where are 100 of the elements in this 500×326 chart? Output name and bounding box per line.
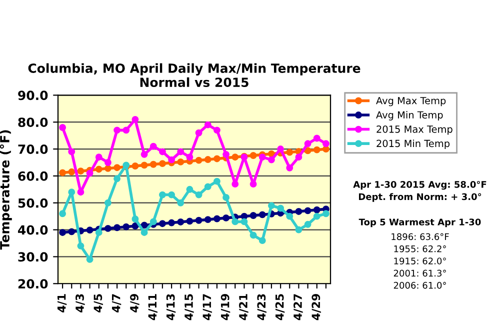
text: Apr 1-30 2015 Avg: 58.0°F Dept. from Norm: + 3.0° <box>353 180 486 202</box>
point <box>286 148 294 156</box>
point <box>158 191 166 198</box>
x-tick-label: 4/19 <box>220 294 230 320</box>
legend-label: Avg Max Temp <box>376 97 446 106</box>
point <box>195 191 202 198</box>
point <box>122 223 130 230</box>
point <box>250 152 257 159</box>
point <box>77 188 84 196</box>
point <box>295 208 302 215</box>
y-axis-title: Temperature (°F) <box>0 130 12 250</box>
point <box>322 140 330 148</box>
point <box>232 218 239 226</box>
point <box>213 155 220 162</box>
point <box>104 159 112 166</box>
point <box>77 242 84 250</box>
text: Top 5 Warmest Apr 1-30 <box>358 218 481 228</box>
point <box>186 154 194 161</box>
point <box>186 186 194 193</box>
point <box>140 222 148 229</box>
y-tick-label: 60.0 <box>18 171 48 181</box>
point <box>59 169 66 176</box>
point <box>240 218 248 226</box>
point <box>132 222 139 230</box>
point <box>195 129 202 136</box>
point <box>204 121 212 128</box>
point <box>122 126 130 134</box>
y-tick-label: 90.0 <box>18 90 48 100</box>
point <box>158 160 166 168</box>
point <box>232 180 239 188</box>
point <box>140 150 148 158</box>
point <box>250 180 257 188</box>
point <box>68 228 76 236</box>
point <box>59 210 66 218</box>
point <box>313 212 320 220</box>
y-tick-label: 40.0 <box>18 225 48 235</box>
point <box>114 175 121 182</box>
point <box>286 164 294 172</box>
point <box>222 194 230 201</box>
point <box>86 226 94 234</box>
point <box>313 134 320 142</box>
x-tick-label: 4/13 <box>166 294 176 320</box>
point <box>104 164 112 172</box>
point <box>232 154 239 161</box>
x-tick-label: 4/5 <box>94 294 103 312</box>
point <box>295 154 302 161</box>
point <box>114 126 121 134</box>
point <box>240 212 248 220</box>
point <box>158 220 166 228</box>
point <box>158 148 166 156</box>
point <box>313 206 320 214</box>
point <box>304 207 312 214</box>
x-tick-label: 4/1 <box>58 294 67 312</box>
point <box>195 156 202 164</box>
point <box>204 183 212 190</box>
y-tick-label: 30.0 <box>18 252 48 262</box>
point <box>177 199 184 206</box>
point <box>168 191 176 198</box>
point <box>140 229 148 236</box>
point <box>295 226 302 234</box>
x-tick-label: 4/15 <box>184 294 194 320</box>
point <box>86 256 94 263</box>
point <box>104 199 112 206</box>
x-tick-label: 4/11 <box>148 294 158 320</box>
point <box>77 168 84 175</box>
point <box>104 224 112 232</box>
y-tick-label: 80.0 <box>18 118 48 128</box>
point <box>213 215 220 222</box>
chart-title: Columbia, MO April Daily Max/Min Temperature Normal vs 2015 <box>28 63 360 88</box>
x-tick-label: 4/23 <box>257 294 266 320</box>
point <box>150 142 157 150</box>
point <box>186 218 194 225</box>
y-tick-label: 20.0 <box>18 279 48 289</box>
point <box>250 232 257 239</box>
point <box>195 216 202 224</box>
x-tick-label: 4/17 <box>202 294 212 320</box>
point <box>59 124 66 131</box>
point <box>322 210 330 218</box>
y-tick-label: 70.0 <box>18 144 48 154</box>
legend-label: 2015 Max Temp <box>376 125 452 135</box>
legend-label: Avg Min Temp <box>376 111 443 120</box>
point <box>177 218 184 226</box>
point <box>68 148 76 156</box>
y-tick-label: 50.0 <box>18 198 48 208</box>
x-tick-label: 4/27 <box>294 294 303 320</box>
point <box>95 229 102 236</box>
x-tick-label: 4/7 <box>112 294 122 312</box>
x-tick-label: 4/29 <box>312 294 321 320</box>
point <box>150 160 157 168</box>
point <box>304 140 312 148</box>
point <box>258 211 266 218</box>
x-tick-label: 4/21 <box>239 294 248 320</box>
point <box>177 158 184 166</box>
point <box>68 168 76 176</box>
x-tick-label: 4/9 <box>130 294 140 312</box>
point <box>132 216 139 222</box>
point <box>222 214 230 222</box>
point <box>204 156 212 163</box>
point <box>59 229 66 236</box>
point <box>86 170 94 177</box>
